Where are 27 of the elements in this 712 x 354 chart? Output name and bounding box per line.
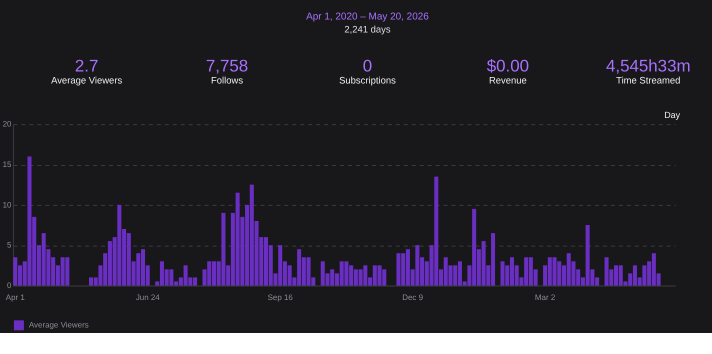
x-tick-label: Mar 2 — [534, 292, 556, 302]
y-tick-label: 15 — [2, 160, 12, 169]
text: 2,241 days — [344, 24, 391, 36]
y-tick-label: 10 — [2, 200, 12, 210]
text: Average Viewers — [51, 75, 122, 86]
y-tick-label: 5 — [7, 240, 12, 250]
text: Day — [664, 110, 681, 120]
text: 4,545h33m — [606, 56, 691, 76]
text: 7,758 — [206, 56, 248, 76]
x-tick-label: Sep 16 — [268, 292, 294, 302]
x-tick-label: Dec 9 — [402, 292, 424, 302]
y-tick-label: 20 — [2, 120, 12, 129]
legend-label: Average Viewers — [28, 320, 89, 330]
text: Apr 1, 2020 – May 20, 2026 — [306, 12, 430, 23]
text: Subscriptions — [339, 75, 396, 86]
text: 0 — [362, 56, 372, 76]
text: 2.7 — [74, 56, 98, 76]
bar — [264, 237, 268, 286]
x-tick-label: Jun 24 — [136, 292, 160, 302]
x-tick-label: Apr 1 — [6, 292, 26, 302]
text: Time Streamed — [616, 75, 680, 86]
text: $0.00 — [486, 56, 530, 76]
y-tick-label: 0 — [7, 280, 12, 290]
bar — [500, 261, 505, 286]
text: Follows — [211, 75, 244, 86]
bar — [27, 156, 32, 286]
text: Revenue — [488, 75, 527, 86]
